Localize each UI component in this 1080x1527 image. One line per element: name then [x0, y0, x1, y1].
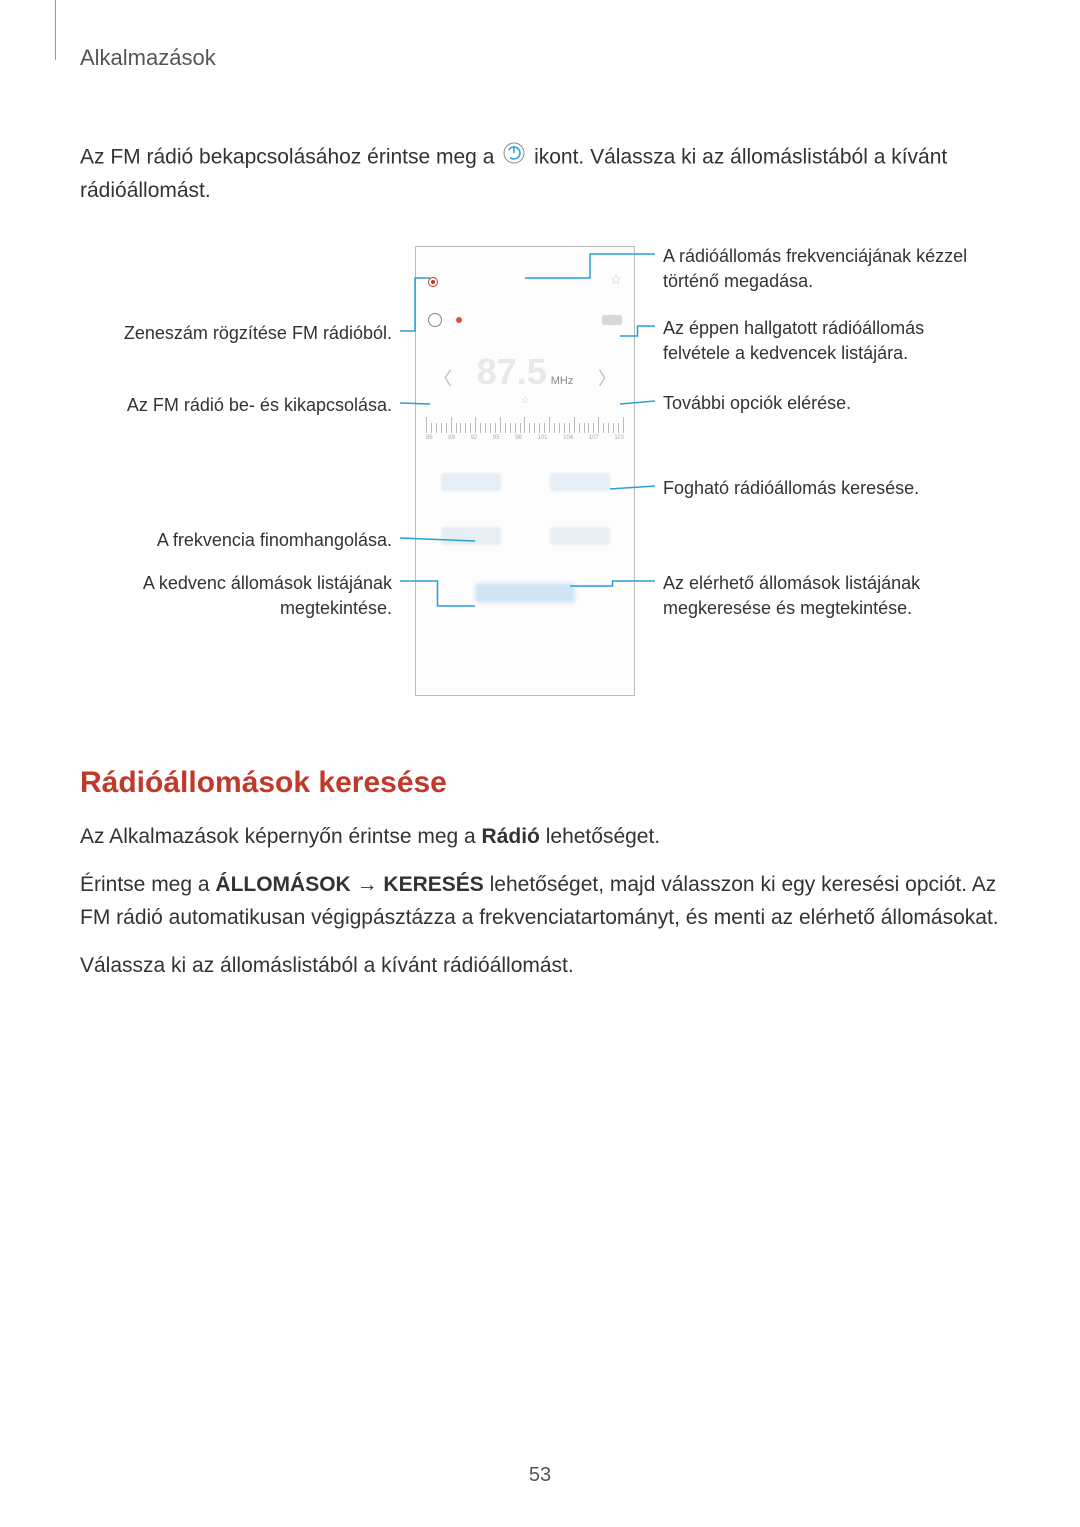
frequency-unit: MHz	[551, 375, 574, 387]
freq-input-placeholder	[476, 275, 574, 289]
pill-button	[550, 473, 610, 491]
callout-label: Az FM rádió be- és kikapcsolása.	[92, 393, 392, 418]
frequency-value: 87.5	[477, 351, 547, 393]
more-options-icon	[602, 315, 622, 325]
frequency-display-area: 〈 87.5 MHz 〉 ☆	[416, 345, 634, 415]
text: Az Alkalmazások képernyőn érintse meg a	[80, 825, 482, 848]
callout-label: A frekvencia finomhangolása.	[92, 528, 392, 553]
callout-label: A rádióállomás frekvenciájának kézzel tö…	[663, 244, 993, 294]
header-rule	[55, 0, 56, 60]
pill-button	[441, 473, 501, 491]
text-bold: Rádió	[482, 825, 540, 848]
section-title: Rádióállomások keresése	[80, 766, 1000, 800]
callout-label: A kedvenc állomások listájának megtekint…	[92, 571, 392, 621]
finetune-row	[416, 455, 634, 509]
record-icon	[428, 277, 438, 287]
text: lehetőséget.	[540, 825, 660, 848]
callout-label: Zeneszám rögzítése FM rádióból.	[92, 321, 392, 346]
rec-indicator-icon	[456, 317, 462, 323]
dial-labels: 8689929598101104107110	[426, 435, 624, 441]
page-header: Alkalmazások	[80, 45, 1000, 71]
power-button-icon	[428, 313, 442, 327]
pill-button	[550, 527, 610, 545]
stations-row	[416, 563, 634, 623]
page-number: 53	[0, 1464, 1080, 1487]
favorites-row	[416, 509, 634, 563]
section-p1: Az Alkalmazások képernyőn érintse meg a …	[80, 820, 1000, 854]
freq-star-icon: ☆	[416, 395, 634, 406]
arrow-text: →	[351, 873, 384, 896]
annotated-diagram: ☆ 〈 87.5 MHz 〉 ☆ 8689929598101104107110	[80, 246, 1000, 716]
intro-paragraph: Az FM rádió bekapcsolásához érintse meg …	[80, 141, 1000, 206]
callout-label: Az elérhető állomások listájának megkere…	[663, 571, 993, 621]
chevron-left-icon: 〈	[434, 365, 452, 391]
callout-label: Fogható rádióállomás keresése.	[663, 476, 993, 501]
callout-label: További opciók elérése.	[663, 391, 993, 416]
phone-mockup: ☆ 〈 87.5 MHz 〉 ☆ 8689929598101104107110	[415, 246, 635, 696]
pill-button	[441, 527, 501, 545]
pill-button	[475, 583, 575, 603]
section-p2: Érintse meg a ÁLLOMÁSOK → KERESÉS lehető…	[80, 868, 1000, 935]
text-bold: ÁLLOMÁSOK	[215, 873, 350, 896]
favorite-star-icon: ☆	[609, 271, 622, 288]
dial-ticks	[426, 415, 624, 433]
callout-label: Az éppen hallgatott rádióállomás felvéte…	[663, 316, 993, 366]
text: Érintse meg a	[80, 873, 215, 896]
text-bold: KERESÉS	[383, 873, 483, 896]
section-p3: Válassza ki az állomáslistából a kívánt …	[80, 949, 1000, 983]
phone-controls-row	[416, 301, 634, 345]
dial-scale: 8689929598101104107110	[416, 415, 634, 455]
phone-statusbar	[416, 247, 634, 265]
power-icon	[502, 141, 526, 175]
phone-toolbar: ☆	[416, 265, 634, 301]
chevron-right-icon: 〉	[598, 365, 616, 391]
intro-text-1: Az FM rádió bekapcsolásához érintse meg …	[80, 145, 500, 168]
